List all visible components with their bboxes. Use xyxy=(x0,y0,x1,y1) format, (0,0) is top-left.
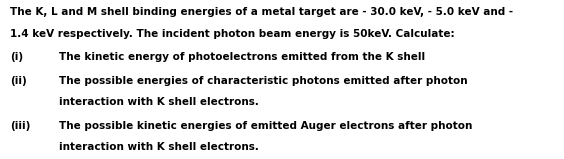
Text: The K, L and M shell binding energies of a metal target are - 30.0 keV, - 5.0 ke: The K, L and M shell binding energies of… xyxy=(10,7,513,17)
Text: (ii): (ii) xyxy=(10,76,27,86)
Text: (iii): (iii) xyxy=(10,121,30,131)
Text: 1.4 keV respectively. The incident photon beam energy is 50keV. Calculate:: 1.4 keV respectively. The incident photo… xyxy=(10,29,455,39)
Text: interaction with K shell electrons.: interaction with K shell electrons. xyxy=(59,142,259,152)
Text: The possible kinetic energies of emitted Auger electrons after photon: The possible kinetic energies of emitted… xyxy=(59,121,473,131)
Text: The kinetic energy of photoelectrons emitted from the K shell: The kinetic energy of photoelectrons emi… xyxy=(59,52,425,62)
Text: interaction with K shell electrons.: interaction with K shell electrons. xyxy=(59,97,259,107)
Text: (i): (i) xyxy=(10,52,23,62)
Text: The possible energies of characteristic photons emitted after photon: The possible energies of characteristic … xyxy=(59,76,468,86)
